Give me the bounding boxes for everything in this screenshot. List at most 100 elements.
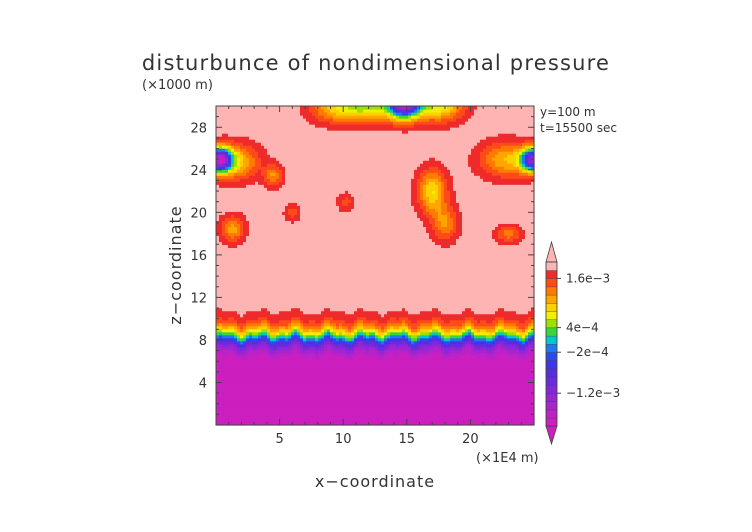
heatmap-cell: [477, 106, 535, 110]
heatmap-cell: [216, 361, 535, 366]
heatmap-cell: [351, 346, 355, 351]
heatmap-cell: [345, 346, 349, 351]
heatmap-cell: [498, 340, 505, 345]
heatmap-cell: [492, 343, 496, 348]
heatmap-cell: [267, 319, 271, 324]
heatmap-cell: [507, 328, 517, 333]
heatmap-cell: [414, 208, 424, 212]
heatmap-cell: [348, 196, 355, 200]
heatmap-cell: [471, 340, 475, 345]
heatmap-cell: [216, 202, 289, 206]
heatmap-cell: [237, 244, 442, 249]
heatmap-cell: [324, 340, 331, 345]
heatmap-cell: [264, 178, 271, 182]
heatmap-cell: [216, 409, 535, 414]
heatmap-cell: [237, 319, 247, 324]
heatmap-cell: [528, 148, 532, 152]
heatmap-cell: [303, 340, 307, 345]
heatmap-cell: [420, 181, 427, 185]
heatmap-cell: [261, 337, 268, 342]
heatmap-cell: [507, 154, 517, 158]
heatmap-cell: [222, 220, 229, 224]
heatmap-cell: [315, 106, 322, 110]
heatmap-cell: [495, 325, 499, 330]
y-tick-label: 4: [199, 376, 207, 391]
heatmap-cell: [495, 355, 517, 360]
heatmap-cell: [306, 343, 316, 348]
heatmap-cell: [462, 322, 466, 327]
heatmap-cell: [387, 328, 403, 333]
heatmap-cell: [468, 118, 535, 122]
heatmap-cell: [528, 322, 532, 327]
heatmap-cell: [351, 325, 355, 330]
y-tick-label: 8: [199, 334, 207, 349]
heatmap-cell: [420, 172, 427, 176]
heatmap-cell: [243, 346, 247, 351]
heatmap-cell: [228, 238, 238, 243]
heatmap-cell: [354, 337, 358, 342]
heatmap-cell: [249, 349, 268, 354]
heatmap-cell: [324, 346, 328, 351]
heatmap-cell: [453, 220, 457, 224]
heatmap-cell: [480, 163, 490, 167]
heatmap-cell: [294, 331, 298, 336]
heatmap-cell: [297, 331, 301, 336]
heatmap-cell: [456, 190, 535, 194]
heatmap-cell: [285, 337, 289, 342]
x-tick-label: 15: [399, 432, 416, 447]
heatmap-cell: [369, 340, 376, 345]
heatmap-cell: [300, 307, 325, 312]
heatmap-cell: [234, 334, 238, 339]
heatmap-cell: [216, 130, 403, 134]
heatmap-cell: [258, 334, 262, 339]
heatmap-cell: [255, 157, 262, 161]
heatmap-cell: [231, 160, 235, 164]
colorbar-segment: [545, 409, 558, 419]
heatmap-cell: [243, 337, 247, 342]
heatmap-cell: [384, 313, 535, 318]
heatmap-cell: [465, 109, 475, 113]
x-axis-label: x−coordinate: [315, 472, 435, 491]
heatmap-cell: [225, 223, 232, 227]
heatmap-cell: [393, 121, 415, 125]
heatmap-cell: [336, 340, 340, 345]
heatmap-cell: [429, 334, 433, 339]
heatmap-cell: [462, 337, 466, 342]
heatmap-cell: [216, 406, 535, 411]
heatmap-cell: [243, 163, 250, 167]
heatmap-cell: [495, 349, 508, 354]
heatmap-cell: [381, 313, 385, 318]
colorbar-segment: [545, 294, 558, 304]
heatmap-cell: [282, 163, 421, 167]
heatmap-cell: [351, 331, 355, 336]
colorbar-label: 1.6e−3: [566, 271, 610, 285]
heatmap-cell: [519, 343, 526, 348]
heatmap-cell: [441, 115, 454, 119]
heatmap-cell: [249, 223, 424, 227]
heatmap-cell: [219, 238, 229, 243]
heatmap-cell: [279, 175, 283, 179]
heatmap-cell: [270, 319, 280, 324]
heatmap-cell: [216, 352, 223, 357]
heatmap-cell: [351, 199, 355, 203]
heatmap-cell: [522, 157, 526, 161]
heatmap-cell: [516, 157, 520, 161]
heatmap-cell: [378, 310, 388, 315]
heatmap-cell: [531, 328, 535, 333]
heatmap-cell: [531, 154, 535, 158]
heatmap-cell: [255, 148, 268, 152]
colorbar-segment: [545, 302, 558, 312]
heatmap-cell: [528, 169, 532, 173]
heatmap-cell: [216, 217, 220, 221]
heatmap-cell: [216, 226, 223, 230]
heatmap-cell: [504, 322, 517, 327]
heatmap-cell: [354, 322, 358, 327]
heatmap-cell: [216, 241, 223, 246]
heatmap-cell: [324, 319, 331, 324]
heatmap-cell: [387, 346, 391, 351]
heatmap-cell: [228, 163, 232, 167]
heatmap-cell: [393, 124, 415, 128]
heatmap-cell: [498, 352, 505, 357]
heatmap-cell: [216, 256, 535, 261]
heatmap-cell: [489, 163, 496, 167]
